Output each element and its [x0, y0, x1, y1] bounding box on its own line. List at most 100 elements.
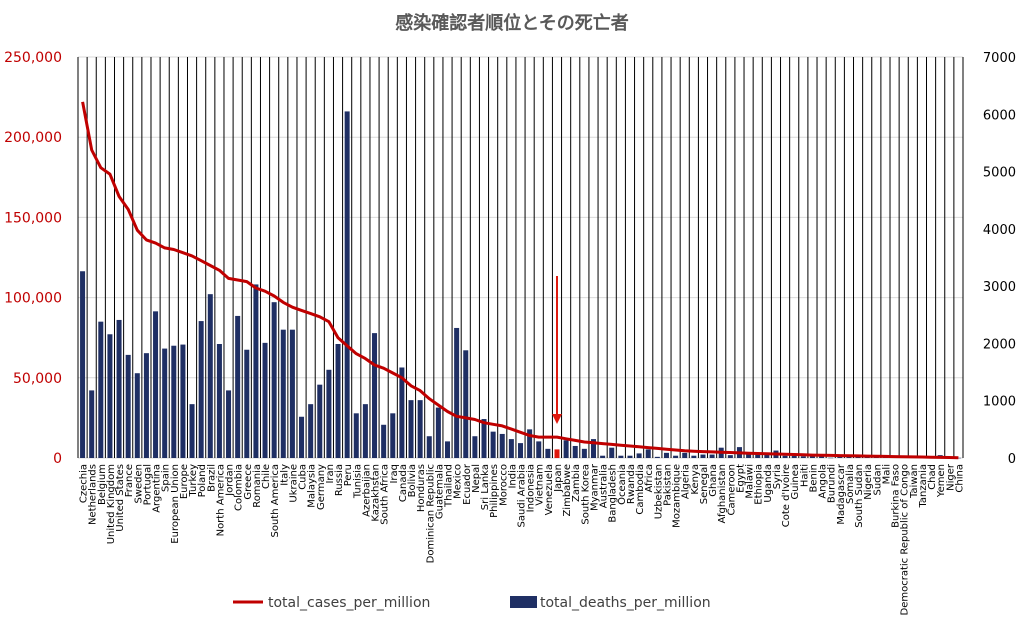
bar-Benin	[809, 456, 815, 458]
line-series-cases	[81, 101, 959, 460]
x-tick-label: Vietnam	[535, 464, 546, 506]
bar-Italy	[280, 329, 286, 458]
x-tick-label: Sweden	[133, 464, 144, 504]
cases-line	[81, 101, 959, 460]
x-tick-label: Russia	[334, 464, 345, 496]
x-tick-label: Colombia	[234, 464, 245, 511]
x-tick-label: Angola	[818, 464, 829, 499]
bar-Japan	[554, 449, 560, 458]
legend: total_cases_per_million total_deaths_per…	[233, 595, 711, 611]
x-tick-label: Bangladesh	[608, 464, 619, 523]
bar-Iran	[326, 369, 332, 458]
grid-lines	[77, 56, 964, 459]
x-tick-label: Kazakhstan	[371, 464, 382, 522]
bar-Morocco	[499, 433, 505, 458]
left-tick-label: 150,000	[4, 210, 62, 226]
bar-Ukraine	[289, 329, 295, 458]
x-tick-label: Ukraine	[288, 464, 299, 503]
x-tick-label: Oceania	[617, 464, 628, 505]
x-tick-label: South Africa	[380, 464, 391, 525]
bar-Cuba	[299, 416, 305, 458]
x-tick-label: Peru	[343, 464, 354, 486]
x-tick-label: Morocco	[498, 464, 509, 506]
x-tick-label: Rwanda	[626, 464, 637, 504]
x-tick-label: Ecuador	[462, 463, 473, 505]
x-tick-label: Sudan	[872, 464, 883, 496]
bar-Cameroon	[727, 455, 733, 458]
x-tick-label: Greece	[243, 464, 254, 500]
left-tick-label: 200,000	[4, 130, 62, 146]
bar-Nepal	[472, 436, 478, 458]
bar-United Kingdom	[107, 334, 113, 458]
x-tick-label: Senegal	[699, 464, 710, 504]
x-tick-label: Egypt	[735, 464, 746, 493]
x-tick-label: Mexico	[453, 464, 464, 499]
x-tick-label: Guinea	[790, 464, 801, 499]
x-tick-label: Burundi	[827, 464, 838, 503]
x-tick-label: Dominican Republic	[425, 464, 436, 563]
bar-Algeria	[682, 452, 688, 458]
bar-Canada	[399, 367, 405, 458]
bar-Spain	[162, 348, 168, 458]
bar-Czechia	[80, 271, 86, 458]
right-tick-label: 0	[1008, 452, 1016, 467]
bar-Argentina	[153, 311, 159, 458]
bar-Colombia	[235, 315, 241, 458]
bar-Haiti	[800, 456, 806, 458]
x-tick-label: Syria	[772, 464, 783, 489]
x-tick-label: United Kingdom	[106, 464, 117, 544]
bar-Netherlands	[89, 390, 95, 458]
x-tick-label: Honduras	[416, 464, 427, 512]
bar-Azerbaijan	[362, 404, 368, 458]
bar-Mozambique	[673, 455, 679, 458]
left-tick-label: 250,000	[4, 50, 62, 66]
x-tick-label: Africa	[644, 464, 655, 493]
bar-Jordan	[226, 390, 232, 458]
x-tick-label: Saudi Arabia	[517, 464, 528, 527]
bar-Poland	[198, 321, 204, 458]
bar-Australia	[600, 455, 606, 458]
x-tick-label: Democratic Republic of Congo	[900, 464, 911, 615]
x-tick-label: Mozambique	[672, 464, 683, 528]
bar-Greece	[244, 349, 250, 458]
x-tick-label: Europe	[179, 464, 190, 499]
bar-Cote d'Ivoire	[782, 455, 788, 458]
bar-Saudi Arabia	[517, 443, 524, 458]
bar-Peru	[344, 111, 350, 459]
bar-Zimbabwe	[563, 440, 569, 458]
x-tick-label: Algeria	[681, 464, 692, 499]
x-tick-label: Guatemala	[434, 464, 445, 519]
x-tick-label: Chile	[261, 464, 272, 489]
x-tick-label: South Sudan	[854, 464, 865, 528]
x-tick-label: Pakistan	[662, 464, 673, 506]
legend-cases-label: total_cases_per_million	[268, 595, 430, 611]
x-tick-label: Nepal	[471, 464, 482, 493]
right-tick-label: 1000	[983, 395, 1016, 410]
bar-Belgium	[98, 321, 104, 458]
bar-France	[125, 354, 131, 458]
x-tick-label: Portugal	[142, 464, 153, 505]
x-tick-label: Zambia	[571, 464, 582, 502]
bar-Indonesia	[527, 429, 533, 458]
x-tick-label: Iraq	[389, 464, 400, 484]
bar-China	[955, 457, 961, 459]
x-tick-label: Yemen	[936, 464, 947, 498]
right-y-axis: 0 1000 2000 3000 4000 5000 6000 7000	[983, 51, 1016, 467]
bar-South Korea	[581, 448, 587, 458]
x-tick-label: Cameroon	[726, 464, 737, 515]
x-tick-label: Poland	[197, 464, 208, 497]
x-tick-label: Niger	[945, 463, 956, 491]
japan-annotation	[551, 276, 562, 424]
right-tick-label: 4000	[983, 223, 1016, 238]
bar-Portugal	[143, 353, 149, 458]
bar-North America	[216, 344, 222, 458]
x-tick-label: Philippines	[489, 464, 500, 518]
x-tick-label: Azerbaijan	[361, 464, 372, 517]
bar-South Africa	[381, 424, 387, 458]
x-tick-label: India	[507, 464, 518, 489]
x-tick-label: Ghana	[708, 464, 719, 497]
bar-Tunisia	[353, 413, 359, 458]
x-tick-label: Madagascar	[836, 463, 847, 525]
